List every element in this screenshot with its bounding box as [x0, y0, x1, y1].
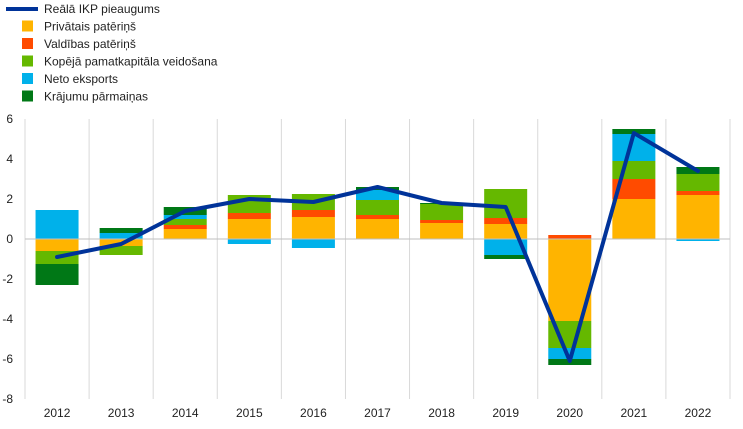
bar-segment: [356, 190, 399, 200]
bar-segment: [420, 204, 464, 220]
bar-segment: [484, 189, 528, 218]
x-tick-label: 2022: [685, 406, 712, 420]
bar-segment: [163, 229, 207, 239]
bar-segment: [163, 215, 207, 219]
bar-segment: [356, 200, 399, 215]
bar-segment: [291, 217, 335, 239]
bar-segment: [99, 228, 143, 233]
x-tick-label: 2018: [428, 406, 455, 420]
legend-label: Valdības patēriņš: [44, 37, 136, 51]
x-tick-label: 2015: [236, 406, 263, 420]
line-series: [55, 131, 700, 363]
bar-segment: [35, 264, 79, 285]
bar-segment: [35, 239, 79, 251]
bar-segment: [676, 239, 720, 241]
legend-label: Neto eksports: [44, 72, 118, 86]
bars: [35, 129, 720, 365]
bar-segment: [612, 199, 656, 239]
bar-segment: [227, 213, 271, 219]
x-tick-label: 2014: [172, 406, 199, 420]
bar-segment: [227, 219, 271, 239]
legend-label: Krājumu pārmaiņas: [44, 90, 148, 104]
bar-segment: [163, 219, 207, 225]
bar-segment: [612, 179, 656, 199]
legend: Reālā IKP pieaugums Privātais patēriņš Val…: [6, 2, 218, 104]
legend-label: Reālā IKP pieaugums: [44, 2, 160, 16]
bar-segment: [548, 348, 592, 359]
bar-segment: [420, 220, 464, 223]
y-tick-label: 6: [6, 112, 13, 126]
legend-swatch: [22, 55, 33, 67]
bar-segment: [420, 223, 464, 239]
x-tick-label: 2017: [364, 406, 391, 420]
bar-segment: [612, 161, 656, 179]
y-tick-label: 0: [6, 232, 13, 246]
legend-label: Kopējā pamatkapitāla veidošana: [44, 55, 218, 69]
bar-segment: [356, 215, 399, 219]
bar-segment: [484, 239, 528, 255]
bar-segment: [99, 233, 143, 239]
bar-segment: [484, 218, 528, 224]
bar-segment: [35, 210, 79, 239]
x-tick-label: 2012: [44, 406, 71, 420]
bar-segment: [548, 235, 592, 239]
y-axis: -8 -6 -4 -2 0 2 4 6: [2, 112, 13, 406]
bar-segment: [291, 239, 335, 248]
grid: [24, 119, 731, 399]
y-tick-label: 2: [6, 192, 13, 206]
y-tick-label: -4: [2, 312, 13, 326]
x-axis: 2012 2013 2014 2015 2016 2017 2018 2019 2020 2021…: [44, 406, 712, 420]
bar-segment: [356, 219, 399, 239]
bar-segment: [99, 246, 143, 255]
bar-segment: [291, 210, 335, 217]
y-tick-label: -6: [2, 352, 13, 366]
bar-segment: [163, 225, 207, 229]
y-tick-label: -8: [2, 392, 13, 406]
bar-segment: [484, 255, 528, 259]
bar-segment: [676, 191, 720, 195]
bar-segment: [227, 239, 271, 244]
x-tick-label: 2016: [300, 406, 327, 420]
legend-swatch: [22, 90, 33, 102]
x-tick-label: 2019: [492, 406, 519, 420]
legend-swatch: [22, 73, 33, 84]
y-tick-label: -2: [2, 272, 13, 286]
bar-segment: [676, 174, 720, 191]
bar-segment: [484, 224, 528, 239]
x-tick-label: 2013: [108, 406, 135, 420]
bar-segment: [676, 195, 720, 239]
x-tick-label: 2021: [621, 406, 648, 420]
legend-label: Privātais patēriņš: [44, 20, 136, 34]
legend-swatch: [22, 20, 33, 32]
x-tick-label: 2020: [556, 406, 583, 420]
y-tick-label: 4: [6, 152, 13, 166]
legend-swatch: [22, 38, 33, 49]
